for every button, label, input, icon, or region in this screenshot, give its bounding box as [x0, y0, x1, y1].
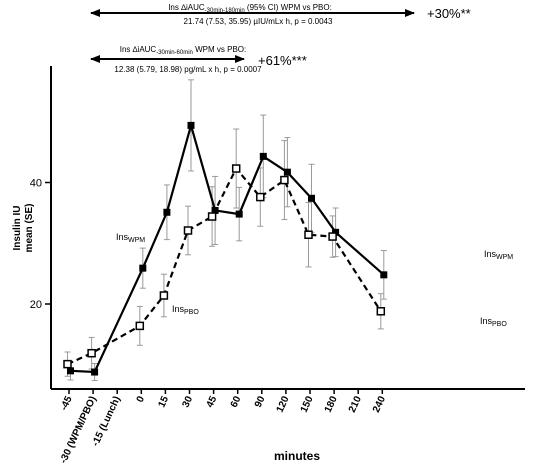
data-point-wpm	[91, 368, 99, 376]
top-annotation-result: +30%**	[427, 6, 471, 21]
x-tick-label: 45	[205, 394, 220, 409]
x-tick-label: 180	[323, 394, 340, 414]
x-tick-label: -45	[59, 394, 75, 412]
series-markers	[63, 121, 388, 376]
series-line-wpm	[70, 121, 385, 374]
data-point-pbo	[87, 348, 96, 358]
y-tick-label: 40	[30, 178, 42, 190]
mid-annotation: Ins ∆iAUC-30min-60min WPM vs PBO: 12.38 …	[90, 45, 307, 74]
data-point-wpm	[67, 367, 74, 375]
data-point-pbo	[63, 359, 72, 369]
x-tick-label: 150	[299, 394, 316, 414]
y-axis-title-line1: Insulin IU	[12, 206, 23, 251]
error-bars	[64, 79, 387, 382]
data-point-wpm	[235, 210, 243, 218]
x-tick-label: 0	[135, 394, 148, 404]
top-annotation-stats: 21.74 (7.53, 35.95) µIU/mLx h, p = 0.004…	[184, 17, 333, 26]
mid-annotation-stats: 12.38 (5.79, 18.98) pg/mL x h, p = 0.000…	[114, 65, 262, 74]
data-point-wpm	[211, 206, 219, 214]
data-point-pbo	[231, 164, 241, 173]
data-point-wpm	[283, 168, 291, 176]
top-annotation-title: Ins ∆iAUC-30min-180min (95% CI) WPM vs P…	[168, 3, 332, 14]
mid-annotation-result: +61%***	[258, 53, 307, 68]
y-axis-title-line2: mean (SE)	[24, 204, 35, 253]
data-point-pbo	[135, 321, 145, 331]
data-point-pbo	[376, 307, 386, 316]
x-axis-title: minutes	[274, 449, 320, 463]
data-point-wpm	[308, 194, 315, 202]
top-annotation: Ins ∆iAUC-30min-180min (95% CI) WPM vs P…	[90, 3, 471, 26]
data-point-pbo	[328, 232, 337, 241]
y-tick-label: 20	[30, 299, 42, 311]
data-point-pbo	[183, 226, 193, 235]
series-label-wpm-end: InsWPM	[484, 249, 513, 261]
data-point-pbo	[256, 192, 265, 202]
x-ticks: -45-30 (WPM/PBO)-15 (Lunch) 0 15 30 45 60 90 12…	[58, 389, 388, 465]
data-point-pbo	[207, 212, 217, 221]
series-label-pbo: InsPBO	[172, 304, 199, 316]
data-point-wpm	[332, 228, 340, 236]
x-tick-label: 210	[347, 394, 364, 414]
data-point-wpm	[187, 121, 195, 129]
data-point-pbo	[304, 230, 313, 239]
x-tick-label: 120	[275, 394, 292, 414]
data-point-wpm	[259, 152, 267, 160]
series-label-wpm: InsWPM	[116, 232, 145, 244]
mid-annotation-title: Ins ∆iAUC-30min-60min WPM vs PBO:	[120, 45, 247, 56]
x-tick-label: 60	[229, 394, 244, 409]
x-tick-label: 30	[181, 394, 196, 409]
series-lines	[67, 121, 385, 374]
x-tick-label: 15	[156, 394, 171, 409]
data-point-pbo	[280, 175, 289, 185]
series-label-pbo-end: InsPBO	[480, 316, 507, 328]
x-tick-label: 240	[371, 394, 388, 414]
x-tick-label: 90	[253, 394, 268, 409]
data-point-wpm	[163, 208, 171, 216]
series-line-pbo	[67, 166, 382, 366]
data-point-pbo	[159, 291, 169, 300]
data-point-wpm	[139, 264, 147, 272]
data-point-wpm	[380, 271, 388, 279]
series-layer	[63, 79, 388, 382]
